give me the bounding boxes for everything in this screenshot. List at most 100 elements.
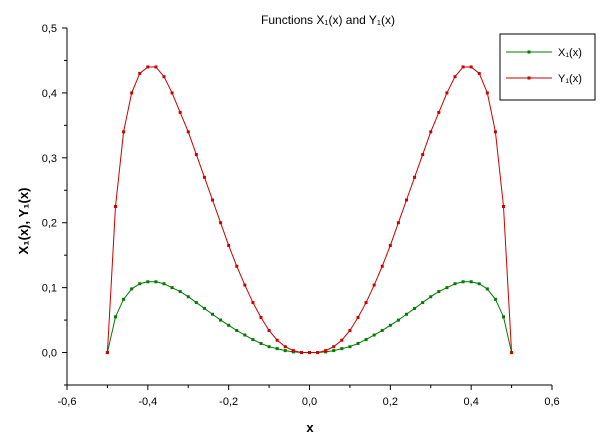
data-point — [445, 91, 449, 95]
y-tick-label: 0,1 — [42, 283, 57, 295]
data-point — [510, 351, 514, 355]
data-point — [186, 295, 190, 299]
x-tick-label: 0,6 — [544, 396, 559, 408]
x-tick-label: 0,4 — [464, 396, 479, 408]
data-point — [429, 295, 433, 299]
data-point — [356, 315, 360, 319]
data-point — [445, 286, 449, 290]
data-point — [332, 345, 336, 349]
legend-label-x1: X₁(x) — [558, 47, 582, 59]
legend-marker-x1 — [527, 50, 531, 54]
data-point — [235, 264, 239, 268]
data-point — [186, 130, 190, 134]
legend-box — [499, 33, 596, 101]
data-point — [372, 333, 376, 337]
data-point — [227, 323, 231, 327]
data-point — [178, 110, 182, 114]
y-axis-title: X₁(x), Y₁(x) — [16, 188, 31, 255]
data-point — [114, 315, 117, 319]
data-point — [170, 91, 174, 95]
data-point — [283, 345, 287, 349]
data-point — [259, 315, 263, 319]
data-point — [130, 287, 134, 291]
data-point — [477, 71, 481, 75]
data-point — [469, 280, 473, 284]
x-tick-label: -0,6 — [58, 396, 77, 408]
data-point — [138, 282, 142, 286]
data-point — [227, 243, 231, 247]
data-point — [340, 338, 344, 342]
data-point — [421, 153, 425, 157]
data-point — [219, 318, 223, 322]
data-point — [356, 341, 360, 345]
legend-marker-y1 — [527, 76, 531, 80]
legend: X₁(x) Y₁(x) — [499, 33, 596, 101]
data-point — [275, 347, 279, 351]
data-point — [324, 349, 328, 353]
data-point — [299, 351, 303, 355]
data-point — [146, 280, 150, 284]
data-point — [429, 130, 433, 134]
data-point — [235, 328, 239, 332]
data-point — [267, 328, 271, 332]
series-line — [106, 66, 513, 354]
series-1 — [105, 65, 514, 355]
data-point — [243, 333, 247, 337]
data-point — [275, 338, 279, 342]
data-point — [388, 243, 392, 247]
data-point — [146, 65, 150, 69]
data-point — [194, 301, 198, 305]
data-point — [105, 351, 109, 355]
data-point — [364, 338, 368, 342]
data-point — [413, 306, 417, 310]
data-point — [413, 175, 417, 179]
data-point — [114, 205, 117, 208]
data-point — [380, 264, 384, 268]
data-point — [364, 301, 368, 305]
data-point — [162, 75, 166, 79]
chart-title: Functions X₁(x) and Y₁(x) — [261, 13, 395, 27]
x-tick-label: 0,0 — [302, 396, 317, 408]
data-point — [348, 345, 352, 349]
series-0 — [105, 280, 514, 355]
data-point — [219, 221, 223, 225]
data-point — [493, 130, 497, 134]
data-point — [372, 283, 376, 287]
data-point — [251, 301, 255, 305]
data-point — [316, 351, 320, 355]
data-point — [437, 110, 441, 114]
data-point — [283, 349, 287, 353]
data-point — [485, 91, 489, 95]
data-point — [421, 301, 425, 305]
data-point — [178, 290, 182, 294]
data-point — [340, 347, 344, 351]
legend-label-y1: Y₁(x) — [558, 73, 582, 85]
data-point — [138, 71, 142, 75]
y-tick-label: 0,4 — [42, 88, 57, 100]
data-point — [162, 282, 166, 286]
data-point — [348, 328, 352, 332]
x-axis-title: x — [306, 420, 314, 435]
data-point — [485, 287, 489, 291]
data-point — [202, 306, 206, 310]
data-point — [308, 351, 311, 355]
data-point — [396, 221, 400, 225]
data-point — [502, 315, 505, 319]
data-point — [477, 282, 481, 286]
data-point — [380, 328, 384, 332]
data-point — [154, 280, 158, 284]
data-point — [291, 349, 295, 353]
x-tick-label: 0,2 — [383, 396, 398, 408]
data-point — [453, 282, 457, 286]
data-point — [243, 283, 247, 287]
data-point — [469, 65, 473, 69]
axes: -0,6 -0,4 -0,2 0,0 0,2 0,4 0,6 0,0 0,1 0,2 0,3 0,4 0… — [42, 23, 560, 408]
data-point — [170, 286, 174, 290]
data-point — [405, 312, 408, 316]
data-point — [194, 153, 198, 157]
data-point — [202, 175, 206, 179]
data-point — [437, 290, 441, 294]
data-point — [122, 130, 126, 134]
data-point — [122, 297, 126, 301]
